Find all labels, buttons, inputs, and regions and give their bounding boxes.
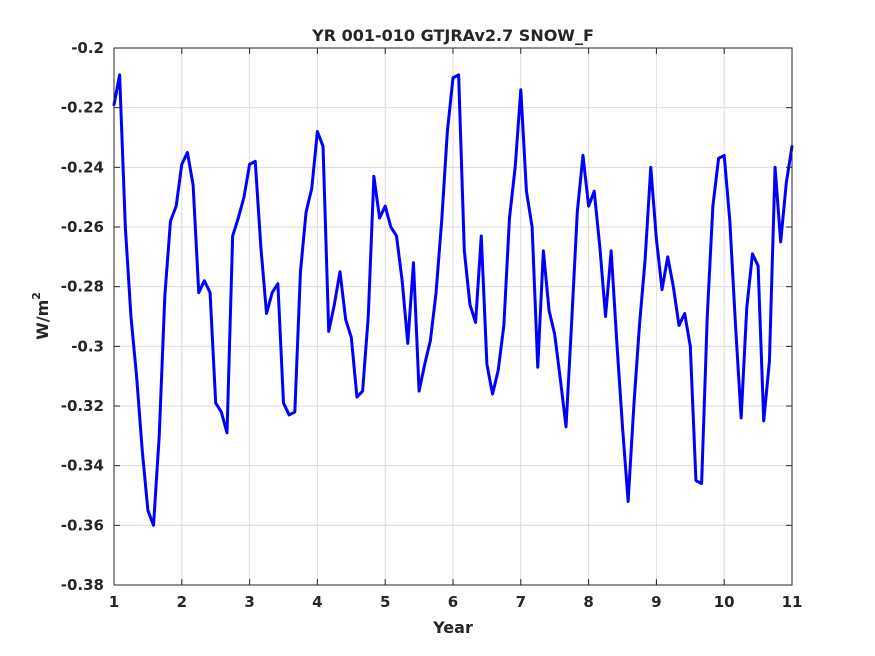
y-tick-label: -0.22 (61, 99, 104, 117)
x-axis-label: Year (432, 618, 473, 637)
y-tick-label: -0.2 (71, 39, 104, 57)
y-tick-label: -0.26 (61, 218, 104, 236)
series-line (112, 73, 794, 527)
grid-lines (114, 48, 792, 585)
x-tick-label: 7 (516, 593, 526, 611)
x-tick-label: 5 (380, 593, 390, 611)
x-tick-label: 8 (583, 593, 593, 611)
y-tick-label: -0.38 (61, 576, 104, 594)
y-tick-label: -0.3 (71, 337, 104, 355)
y-tick-label: -0.34 (61, 457, 104, 475)
y-axis-label-sup: 2 (30, 292, 43, 300)
y-tick-labels: -0.2 -0.22 -0.24 -0.26 -0.28 -0.3 -0.32 -0.34 -0… (61, 39, 104, 594)
y-axis-label-base: W/m (33, 300, 52, 340)
y-tick-label: -0.36 (61, 516, 104, 534)
y-tick-label: -0.28 (61, 278, 104, 296)
x-tick-label: 1 (109, 593, 119, 611)
x-tick-labels: 1 2 3 4 5 6 7 8 9 10 11 (109, 593, 803, 611)
tick-marks (113, 47, 793, 586)
x-tick-label: 4 (312, 593, 322, 611)
y-tick-label: -0.24 (61, 158, 104, 176)
x-tick-label: 9 (651, 593, 661, 611)
x-tick-label: 3 (244, 593, 254, 611)
y-axis-label: W/m2 (30, 292, 52, 340)
series-layer (112, 73, 794, 527)
x-tick-label: 6 (448, 593, 458, 611)
chart-title: YR 001-010 GTJRAv2.7 SNOW_F (311, 26, 594, 45)
x-tick-label: 2 (177, 593, 187, 611)
x-tick-label: 11 (782, 593, 803, 611)
x-tick-label: 10 (714, 593, 735, 611)
y-tick-label: -0.32 (61, 397, 104, 415)
